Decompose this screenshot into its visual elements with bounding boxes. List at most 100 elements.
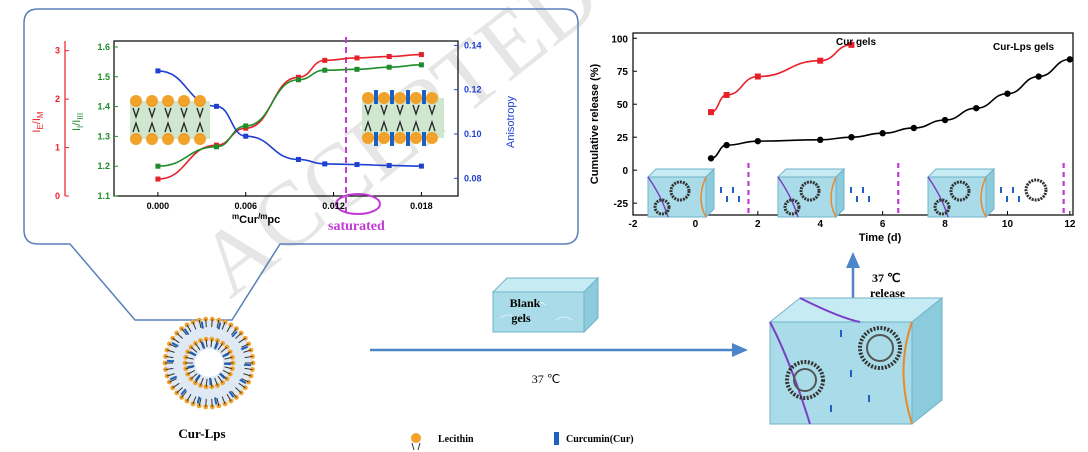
legend: Lecithin Curcumin(Cur)	[411, 432, 634, 451]
lecithin-head-icon	[194, 133, 206, 145]
lecithin-tail-icon	[428, 104, 436, 117]
lecithin-tail-icon	[216, 397, 220, 407]
right-y-tick-label: 100	[611, 34, 628, 45]
left-blue-tick-label: 0.08	[464, 173, 482, 183]
green-series-point	[295, 77, 301, 83]
lecithin-tail-icon	[205, 339, 208, 348]
legend-curcumin-label: Curcumin(Cur)	[566, 434, 634, 445]
lecithin-head-icon	[146, 95, 158, 107]
lecithin-tail-icon	[205, 378, 208, 387]
curcumin-icon	[231, 330, 238, 338]
release-series-line	[710, 44, 852, 113]
gel-fiber	[700, 176, 707, 218]
bilayer-illustration-empty	[130, 95, 210, 145]
lecithin-head-icon	[178, 95, 190, 107]
lecithin-tail-icon	[132, 107, 140, 120]
gel-block-top	[926, 168, 996, 178]
saturation-circle	[335, 193, 381, 215]
gel-block-side	[835, 167, 845, 219]
lecithin-tail-icon	[238, 382, 246, 389]
lecithin-tail-icon	[226, 393, 232, 402]
lecithin-tail-icon	[210, 339, 213, 348]
release-arrow	[846, 252, 860, 304]
left-green-tick-label: 1.5	[97, 72, 110, 82]
right-y-tick-label: 50	[617, 100, 629, 111]
lecithin-tail-icon	[172, 337, 180, 344]
release-point	[708, 109, 715, 116]
curcumin-icon	[422, 132, 426, 146]
lecithin-head-icon	[378, 92, 390, 104]
curcumin-icon	[862, 187, 864, 193]
blue-series-point	[295, 156, 301, 162]
lecithin-tail-icon	[176, 332, 183, 339]
lecithin-tail-icon	[244, 355, 253, 359]
lecithin-head-icon	[229, 354, 235, 360]
green-series-point	[418, 62, 424, 68]
right-y-tick-label: -25	[614, 199, 629, 210]
lecithin-head-icon	[362, 92, 374, 104]
blue-series-point	[386, 162, 392, 168]
liposome-mini-icon	[653, 198, 671, 216]
gel-liposome-icon	[858, 326, 902, 370]
blank-gels-cube	[491, 276, 600, 334]
release-point	[754, 73, 761, 80]
lecithin-tail-icon	[396, 119, 404, 132]
red-series-point	[386, 54, 392, 59]
release-chart: -2 0 2 4 6 8 10 12 -25 0 25 50 75 100 Time (d) Cumula…	[589, 32, 1076, 244]
blank-gels-label-1: Blank	[510, 296, 541, 310]
lecithin-tail-icon	[181, 328, 187, 336]
left-x-tick-label: 0.006	[234, 201, 257, 211]
lecithin-head-icon	[178, 133, 190, 145]
green-series-point	[155, 163, 161, 169]
blue-series-point	[418, 163, 424, 169]
lecithin-tail-icon	[198, 397, 202, 407]
curcumin-icon	[222, 352, 230, 358]
right-x-tick-label: 0	[693, 219, 699, 230]
right-x-tick-label: 8	[942, 219, 948, 230]
lecithin-tail-icon	[244, 367, 253, 371]
blank-gels-label-2: gels	[511, 311, 531, 325]
lecithin-tail-icon	[169, 378, 177, 383]
liposome-mini-icon	[799, 180, 821, 202]
curcumin-icon	[169, 375, 178, 381]
cur-gels-series-label: Cur gels	[836, 37, 876, 48]
lecithin-head-icon	[194, 95, 206, 107]
green-series-point	[322, 67, 328, 73]
lecithin-tail-icon	[214, 377, 218, 386]
curcumin-icon	[1018, 196, 1020, 202]
release-point	[973, 104, 980, 112]
red-series-point	[322, 57, 328, 63]
curcumin-icon	[406, 132, 410, 146]
gel-block-top	[646, 168, 716, 178]
lecithin-tail-icon	[166, 373, 175, 377]
curcumin-icon	[219, 372, 226, 380]
lecithin-tail-icon	[187, 369, 196, 375]
saturated-label: saturated	[328, 219, 385, 234]
lecithin-tail-icon	[148, 120, 156, 133]
curcumin-icon	[830, 405, 832, 412]
release-point	[707, 155, 715, 162]
curcumin-icon	[189, 350, 197, 357]
lecithin-tail-icon	[231, 328, 237, 336]
lecithin-head-icon	[426, 132, 438, 144]
curcumin-icon	[201, 341, 206, 350]
lecithin-tail-icon	[165, 367, 174, 371]
liposome	[162, 316, 256, 410]
liposome-mini-icon	[1024, 178, 1048, 202]
cur-lps-label: Cur-Lps	[178, 426, 225, 441]
curcumin-icon	[1012, 187, 1014, 193]
curcumin-icon	[228, 390, 235, 398]
lecithin-icon	[411, 433, 421, 451]
lecithin-head-icon	[146, 133, 158, 145]
lecithin-tail-icon	[412, 104, 420, 117]
curcumin-icon	[240, 345, 249, 351]
lecithin-head-icon	[209, 316, 215, 322]
green-series-point	[243, 123, 249, 129]
lecithin-tail-icon	[205, 398, 207, 407]
lecithin-head-icon	[378, 132, 390, 144]
gel-liposome-inner	[866, 334, 894, 362]
lecithin-tail-icon	[185, 356, 194, 360]
curcumin-icon	[194, 374, 201, 382]
lecithin-tail-icon	[186, 324, 192, 333]
curcumin-icon	[868, 395, 870, 402]
